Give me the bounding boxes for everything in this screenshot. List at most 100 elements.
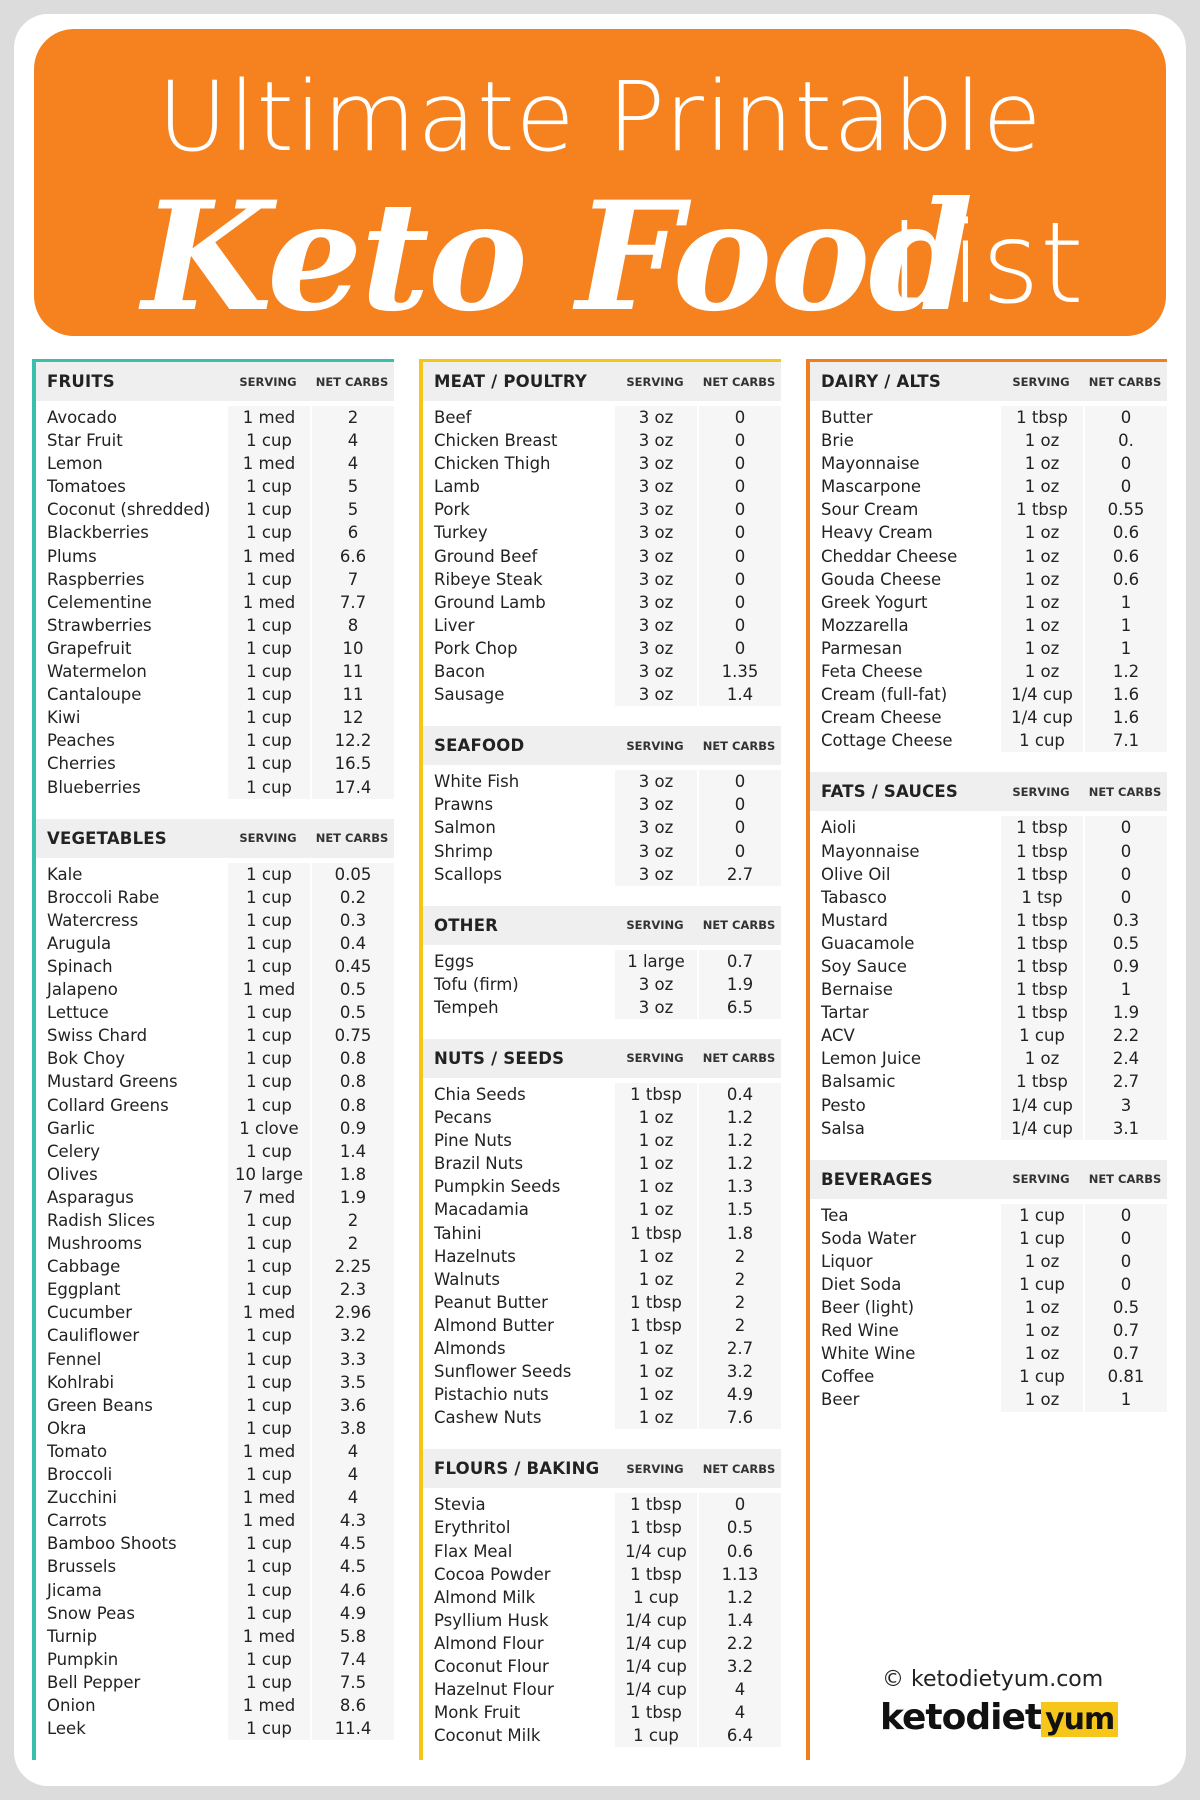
- serving: 1 cup: [226, 1255, 310, 1279]
- serving: 3 oz: [613, 793, 697, 817]
- food-name: Cauliflower: [47, 1326, 140, 1346]
- row: Strawberries 1 cup 8: [36, 613, 394, 637]
- food-name: Prawns: [434, 795, 494, 815]
- row: Tahini 1 tbsp 1.8: [423, 1221, 781, 1245]
- food-name: Peanut Butter: [434, 1292, 548, 1312]
- net-carbs: 0.05: [310, 862, 394, 886]
- food-name: Tabasco: [821, 887, 887, 907]
- rows: Aioli 1 tbsp 0 Mayonnaise 1 tbsp 0 Olive Oil 1 …: [810, 811, 1167, 1140]
- serving: 1/4 cup: [613, 1631, 697, 1656]
- food-name: Erythritol: [434, 1518, 511, 1538]
- row: Garlic 1 clove 0.9: [36, 1116, 394, 1140]
- title-line: List: [888, 199, 1084, 329]
- net-carbs: 1: [1083, 636, 1167, 661]
- net-carbs: 4.5: [310, 1532, 394, 1556]
- serving: 3 oz: [613, 816, 697, 840]
- row: Broccoli 1 cup 4: [36, 1463, 394, 1487]
- food-name: Radish Slices: [47, 1211, 156, 1230]
- row: Chicken Breast 3 oz 0: [423, 429, 781, 453]
- section-title: SEAFOOD: [434, 736, 525, 756]
- food-name: Hazelnut Flour: [434, 1680, 554, 1700]
- food-name: Bell Pepper: [47, 1672, 141, 1692]
- food-name: Parmesan: [821, 638, 903, 658]
- serving: 1 oz: [613, 1267, 697, 1291]
- food-name: Pine Nuts: [434, 1131, 512, 1151]
- serving: 1 cup: [226, 521, 310, 545]
- net-carbs: 2: [697, 1290, 781, 1314]
- row: Psyllium Husk 1/4 cup 1.4: [423, 1608, 781, 1632]
- net-carbs: 1: [1083, 978, 1167, 1002]
- row: Plums 1 med 6.6: [36, 544, 394, 568]
- row: Cream Cheese 1/4 cup 1.6: [810, 706, 1167, 730]
- row: Peaches 1 cup 12.2: [36, 729, 394, 753]
- serving: 1 cup: [226, 1139, 310, 1163]
- row: Grapefruit 1 cup 10: [36, 636, 394, 661]
- net-carbs: 1.6: [1083, 706, 1167, 730]
- serving: 1 cup: [226, 660, 310, 684]
- net-carbs: 5.8: [310, 1624, 394, 1648]
- row: Prawns 3 oz 0: [423, 793, 781, 817]
- serving: 1 oz: [999, 1319, 1083, 1343]
- serving: 1/4 cup: [613, 1539, 697, 1563]
- food-name: Strawberries: [47, 615, 152, 635]
- row: Butter 1 tbsp 0: [810, 406, 1167, 430]
- row: Raspberries 1 cup 7: [36, 567, 394, 591]
- serving: 1 cup: [999, 1365, 1083, 1389]
- serving: 1 cup: [226, 1578, 310, 1602]
- section: FATS / SAUCES SERVING NET CARBS Aioli 1 tbsp…: [810, 772, 1167, 1140]
- serving: 1 med: [226, 1693, 310, 1718]
- row: Blackberries 1 cup 6: [36, 521, 394, 545]
- serving: 1 tbsp: [999, 816, 1083, 840]
- net-carbs: 1: [1083, 613, 1167, 637]
- food-name: Cherries: [47, 754, 116, 774]
- column: MEAT / POULTRY SERVING NET CARBS Beef 3 oz 0 C…: [419, 359, 781, 1760]
- food-name: Bacon: [434, 662, 486, 682]
- serving: 3 oz: [613, 452, 697, 476]
- food-name: Kale: [47, 864, 83, 884]
- serving: 3 oz: [613, 406, 697, 430]
- section-header: BEVERAGES SERVING NET CARBS: [810, 1159, 1167, 1199]
- net-carbs: 0: [697, 1493, 781, 1517]
- net-carbs: 6.5: [697, 995, 781, 1019]
- net-carbs: 2.96: [310, 1301, 394, 1325]
- column-header: NET CARBS: [702, 1051, 776, 1066]
- rows: Eggs 1 large 0.7 Tofu (firm) 3 oz 1.9 Tempeh 3 …: [423, 945, 781, 1019]
- food-name: Mustard Greens: [47, 1072, 178, 1092]
- serving: 1 cup: [226, 429, 310, 453]
- net-carbs: 0: [697, 816, 781, 840]
- section: DAIRY / ALTS SERVING NET CARBS Butter 1 tbsp…: [810, 362, 1167, 753]
- food-name: Coconut Milk: [434, 1726, 541, 1746]
- row: Ribeye Steak 3 oz 0: [423, 567, 781, 591]
- serving: 1 cup: [226, 1416, 310, 1440]
- logo: ketodiet yum: [880, 1697, 1119, 1738]
- net-carbs: 0.81: [1083, 1365, 1167, 1389]
- net-carbs: 0.5: [310, 1001, 394, 1025]
- serving: 1 tbsp: [999, 908, 1083, 932]
- serving: 1 oz: [999, 544, 1083, 568]
- net-carbs: 4.5: [310, 1555, 394, 1579]
- net-carbs: 0.6: [697, 1539, 781, 1563]
- food-name: Diet Soda: [821, 1275, 902, 1294]
- serving: 3 oz: [613, 972, 697, 996]
- net-carbs: 0.2: [310, 885, 394, 909]
- serving: 7 med: [226, 1185, 310, 1209]
- row: Lettuce 1 cup 0.5: [36, 1001, 394, 1025]
- serving: 1 oz: [613, 1175, 697, 1199]
- net-carbs: 4: [310, 429, 394, 453]
- food-name: Blackberries: [47, 523, 149, 543]
- food-name: Tofu (firm): [434, 974, 519, 994]
- section-header: NUTS / SEEDS SERVING NET CARBS: [423, 1038, 781, 1078]
- net-carbs: 0: [697, 793, 781, 817]
- row: Tomato 1 med 4: [36, 1439, 394, 1464]
- serving: 1 oz: [613, 1406, 697, 1430]
- net-carbs: 2: [310, 406, 394, 430]
- serving: 3 oz: [613, 521, 697, 545]
- food-name: Snow Peas: [47, 1603, 135, 1623]
- net-carbs: 8: [310, 613, 394, 637]
- food-name: Pumpkin: [47, 1649, 119, 1669]
- food-name: Tea: [821, 1205, 849, 1225]
- net-carbs: 1.3: [697, 1175, 781, 1199]
- net-carbs: 0.6: [1083, 521, 1167, 545]
- net-carbs: 2: [697, 1267, 781, 1291]
- serving: 1 cup: [226, 1555, 310, 1579]
